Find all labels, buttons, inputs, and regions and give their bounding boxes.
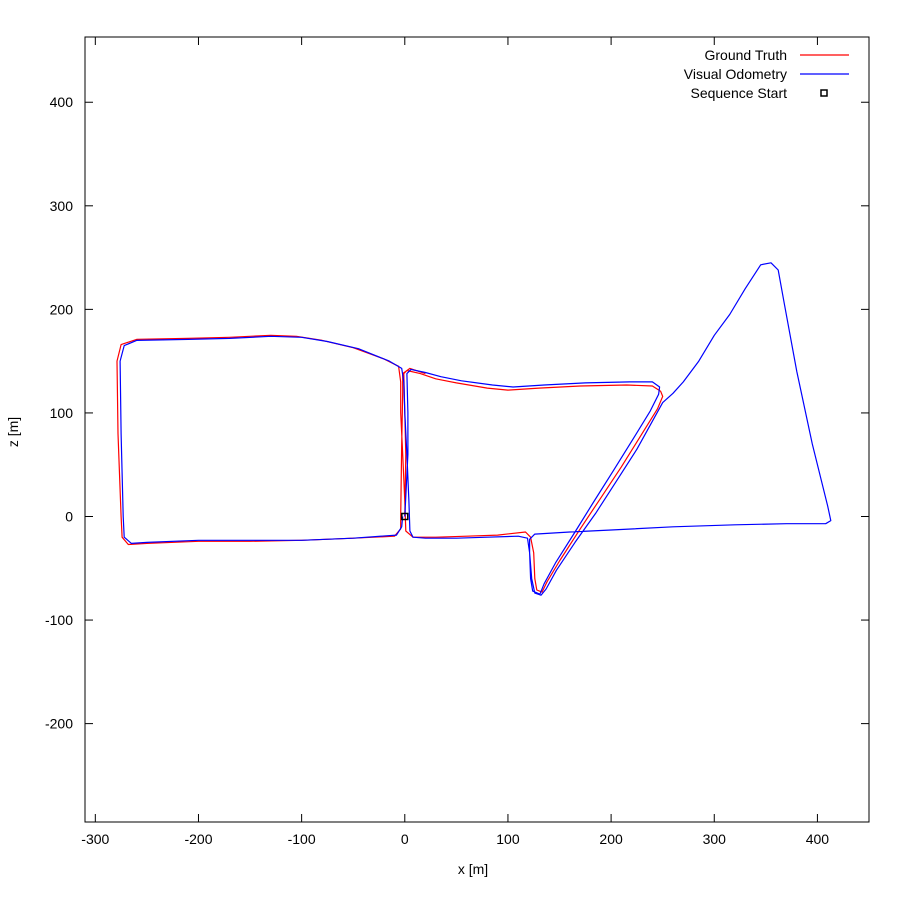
x-tick-label: 300: [703, 831, 727, 847]
y-axis-label: z [m]: [5, 417, 21, 447]
x-tick-label: 400: [806, 831, 830, 847]
x-tick-label: 100: [496, 831, 520, 847]
x-tick-label: -300: [81, 831, 109, 847]
ground-truth-legend-label: Ground Truth: [705, 47, 788, 63]
x-tick-label: -100: [288, 831, 316, 847]
ground-truth-line: [116, 334, 664, 593]
legend: Ground Truth Visual Odometry Sequence Star…: [684, 47, 849, 101]
y-axis-ticks: -200 -100 0 100 200 300 400: [45, 94, 869, 732]
sequence-start-legend-label: Sequence Start: [690, 85, 787, 101]
sequence-start-marker: [401, 512, 409, 521]
y-tick-label: 200: [50, 301, 74, 317]
sequence-start-legend-marker: [820, 89, 828, 97]
x-tick-label: -200: [184, 831, 212, 847]
x-axis-label: x [m]: [458, 861, 488, 877]
y-tick-label: 100: [50, 405, 74, 421]
y-tick-label: 400: [50, 94, 74, 110]
x-tick-label: 0: [401, 831, 409, 847]
y-tick-label: 300: [50, 198, 74, 214]
series-layer: [116, 262, 832, 596]
plot-frame: [84, 36, 870, 823]
x-axis-ticks: -300 -200 -100 0 100 200 300 400: [81, 37, 829, 847]
visual-odometry-legend-label: Visual Odometry: [684, 66, 787, 82]
y-tick-label: -100: [45, 612, 73, 628]
y-tick-label: -200: [45, 716, 73, 732]
y-tick-label: 0: [65, 508, 73, 524]
x-tick-label: 200: [599, 831, 623, 847]
visual-odometry-line: [119, 262, 832, 596]
